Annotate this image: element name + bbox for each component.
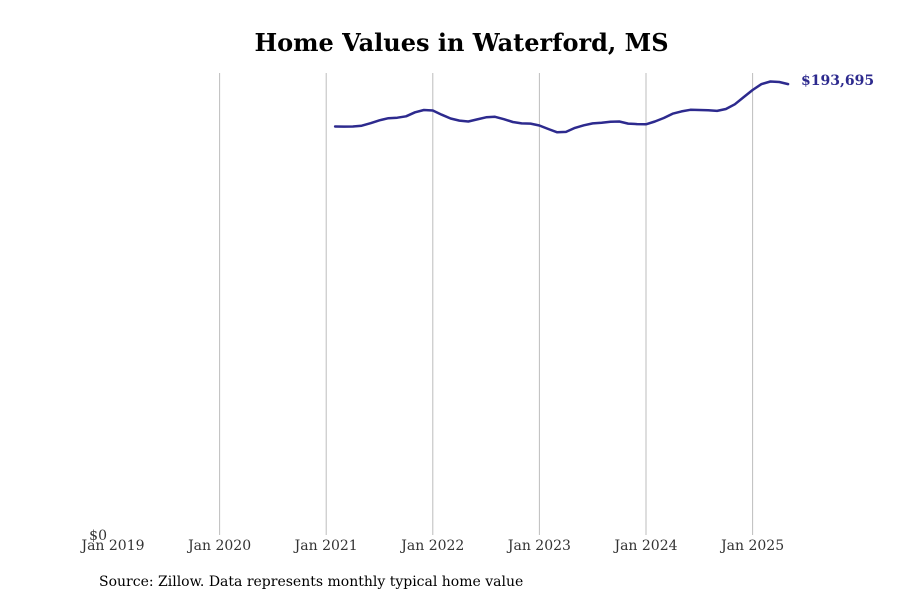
source-note: Source: Zillow. Data represents monthly …: [99, 574, 524, 590]
x-tick-label: Jan 2020: [186, 538, 251, 554]
series-layer: [333, 80, 790, 134]
series-line-0: [333, 80, 790, 134]
x-tick-label: Jan 2025: [719, 538, 784, 554]
y-tick-label: $0: [89, 528, 107, 544]
x-tick-label: Jan 2022: [399, 538, 464, 554]
x-tick-label: Jan 2021: [293, 538, 358, 554]
gridlines: [219, 73, 754, 535]
chart-title: Home Values in Waterford, MS: [254, 28, 669, 57]
x-tick-label: Jan 2023: [506, 538, 571, 554]
end-value-label: $193,695: [801, 73, 874, 89]
x-tick-label: Jan 2019: [79, 538, 144, 554]
axis-labels: Jan 2019 Jan 2020 Jan 2021 Jan 2022 Jan 2023…: [79, 73, 874, 554]
x-tick-label: Jan 2024: [612, 538, 677, 554]
